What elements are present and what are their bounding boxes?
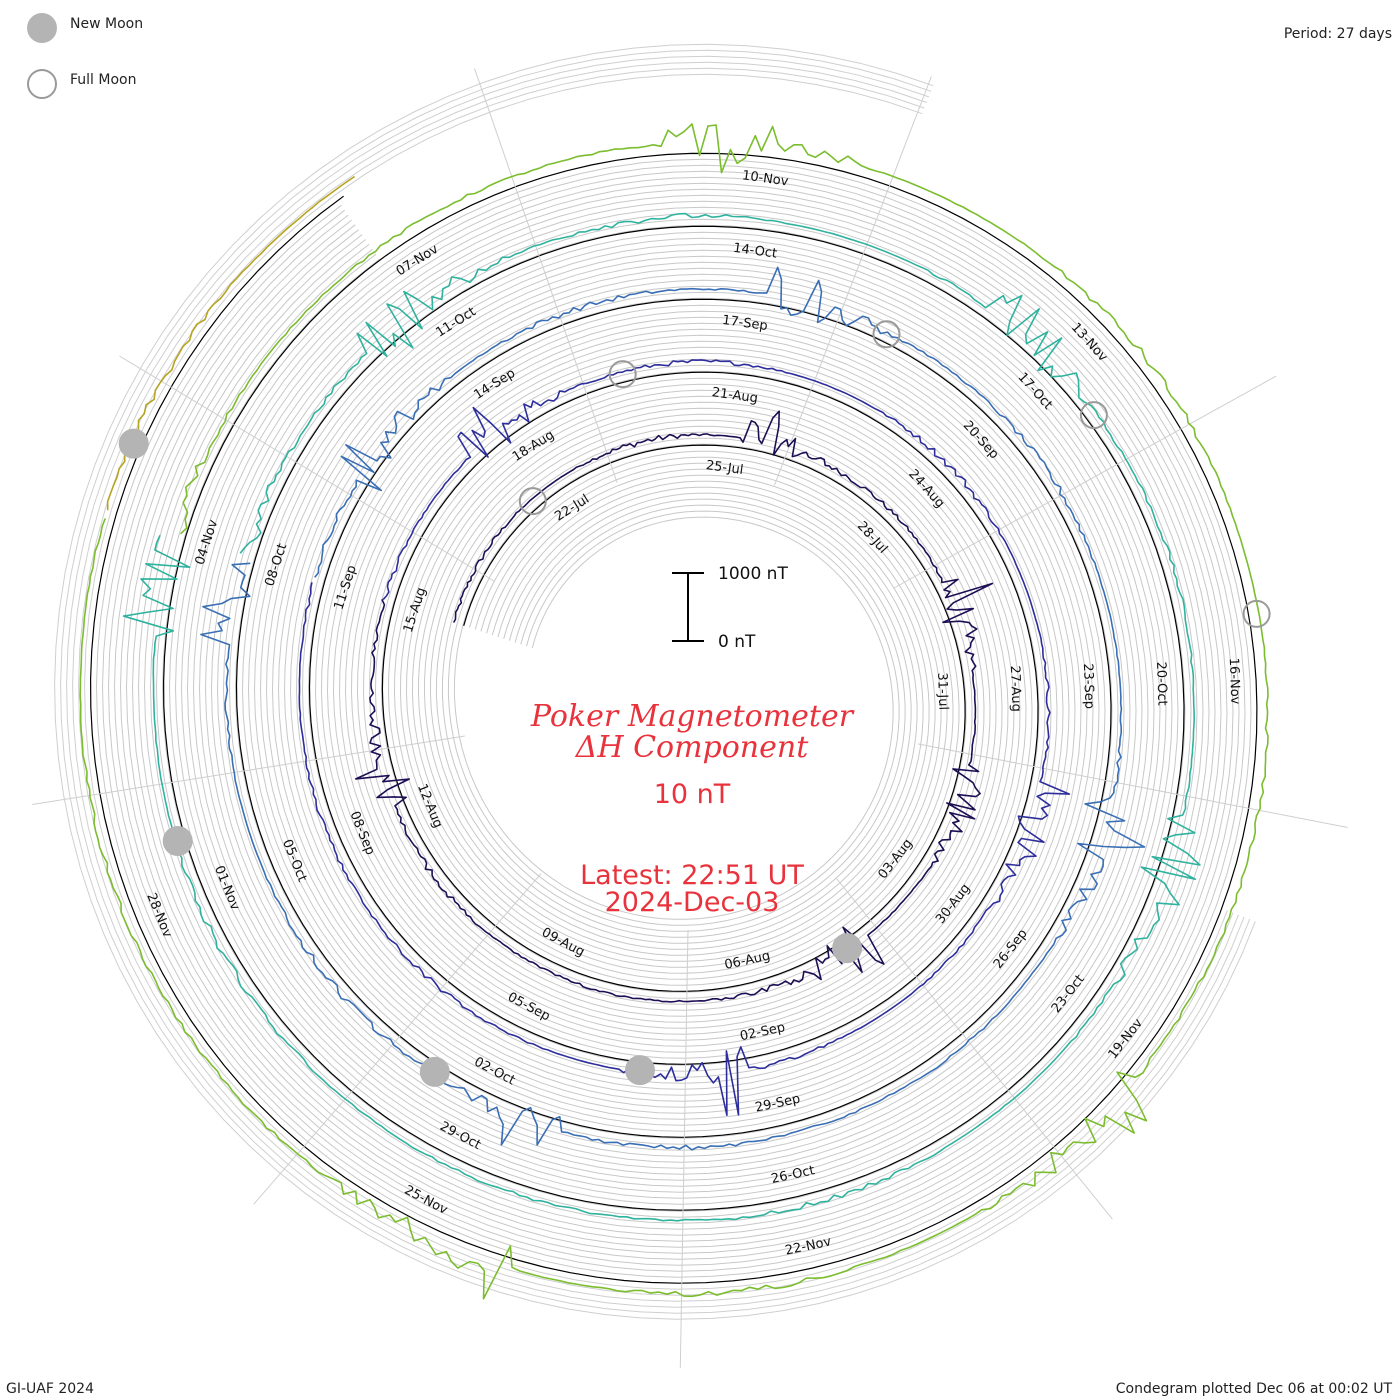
series-line-cycle-1 [355,410,994,1003]
date-tick-label: 27-Aug [1007,665,1024,712]
date-tick-label: 25-Jul [705,458,744,478]
date-tick-label: 31-Jul [934,672,950,710]
grid-spoke [32,735,465,805]
latest-time: Latest: 22:51 UT [580,860,804,891]
date-tick-label: 20-Sep [960,418,1002,462]
full-moon-marker [1242,599,1271,628]
scale-bar-top-label: 1000 nT [718,564,788,584]
grid-spoke [119,355,496,582]
date-tick-label: 23-Sep [1080,663,1097,709]
grid-spiral [95,158,1252,1278]
new-moon-legend-label: New Moon [70,16,143,32]
moon-layer [118,320,1271,1087]
chart-subtitle: ΔH Component [575,730,809,765]
new-moon-marker [625,1055,655,1086]
grid-spiral-outer [54,43,1256,1320]
full-moon-marker [872,320,901,349]
date-tick-label: 17-Sep [721,313,768,334]
grid-spiral [107,170,1240,1266]
full-moon-legend-label: Full Moon [70,72,136,88]
grid-spoke [679,929,689,1368]
grid-layer [32,43,1348,1368]
grid-spiral [101,164,1246,1272]
grid-spiral [149,212,1198,1224]
grid-spiral [161,224,1186,1212]
date-tick-label: 17-Oct [1014,370,1055,413]
new-moon-marker [162,826,193,856]
scale-bar-bottom-label: 0 nT [718,632,756,652]
date-tick-label: 21-Aug [711,385,759,406]
grid-spiral [137,200,1210,1236]
series-line-cycle-5 [79,123,1269,1300]
new-moon-marker [118,428,149,459]
series-line-cycle-3 [200,266,1146,1151]
grid-spoke [892,375,1277,589]
grid-spoke [253,873,542,1205]
grid-spoke [917,743,1348,828]
grid-spoke [773,76,932,486]
grid-spoke [474,68,618,483]
full-moon-marker [1079,401,1108,430]
grid-spoke [836,878,1113,1220]
full-moon-marker [608,360,637,389]
scale-caption: 10 nT [654,779,731,810]
footer-plot-time: Condegram plotted Dec 06 at 00:02 UT [1116,1381,1393,1397]
series-line-cycle-2 [298,359,1071,1116]
grid-spiral [119,182,1228,1254]
new-moon-marker [419,1056,450,1087]
date-tick-label: 25-Nov [402,1183,450,1218]
date-tick-label: 16-Nov [1226,658,1243,705]
series-line-cycle-4 [122,212,1201,1222]
chart-title: Poker Magnetometer [530,699,855,734]
grid-spiral-outer [78,67,1234,1296]
full-moon-marker [518,487,547,516]
date-tick-label: 02-Oct [472,1055,518,1089]
period-label: Period: 27 days [1284,26,1392,42]
date-tick-label: 05-Sep [505,990,552,1025]
date-tick-label: 29-Oct [437,1119,483,1153]
footer-credit: GI-UAF 2024 [6,1381,94,1397]
grid-spiral-outer [60,49,1251,1314]
new-moon-legend-icon [27,13,57,43]
grid-spiral [143,206,1204,1230]
grid-spiral [155,218,1192,1218]
date-tick-label: 29-Sep [754,1092,802,1116]
full-moon-legend-icon [27,69,57,99]
grid-spiral-outer [66,55,1245,1308]
series-line-cycle-6 [106,175,356,511]
grid-spiral-outer [84,73,1228,1290]
date-tick-label: 20-Oct [1153,661,1170,706]
data-layer [79,123,1269,1300]
date-tick-label: 06-Aug [723,949,771,973]
date-tick-label: 10-Nov [741,168,790,189]
grid-spiral-outer [72,61,1239,1302]
date-tick-label: 26-Oct [770,1163,816,1187]
new-moon-marker [832,933,863,964]
grid-spiral [113,176,1234,1260]
baseline-spiral [89,152,1258,1284]
scale-bar [672,572,704,642]
latest-date: 2024-Dec-03 [605,887,780,918]
date-tick-label: 02-Sep [739,1020,787,1044]
date-tick-label: 14-Oct [732,241,778,262]
date-tick-label: 22-Nov [784,1234,833,1258]
date-tick-label: 09-Aug [539,925,587,960]
grid-spiral [131,194,1216,1242]
grid-spiral [125,188,1222,1248]
